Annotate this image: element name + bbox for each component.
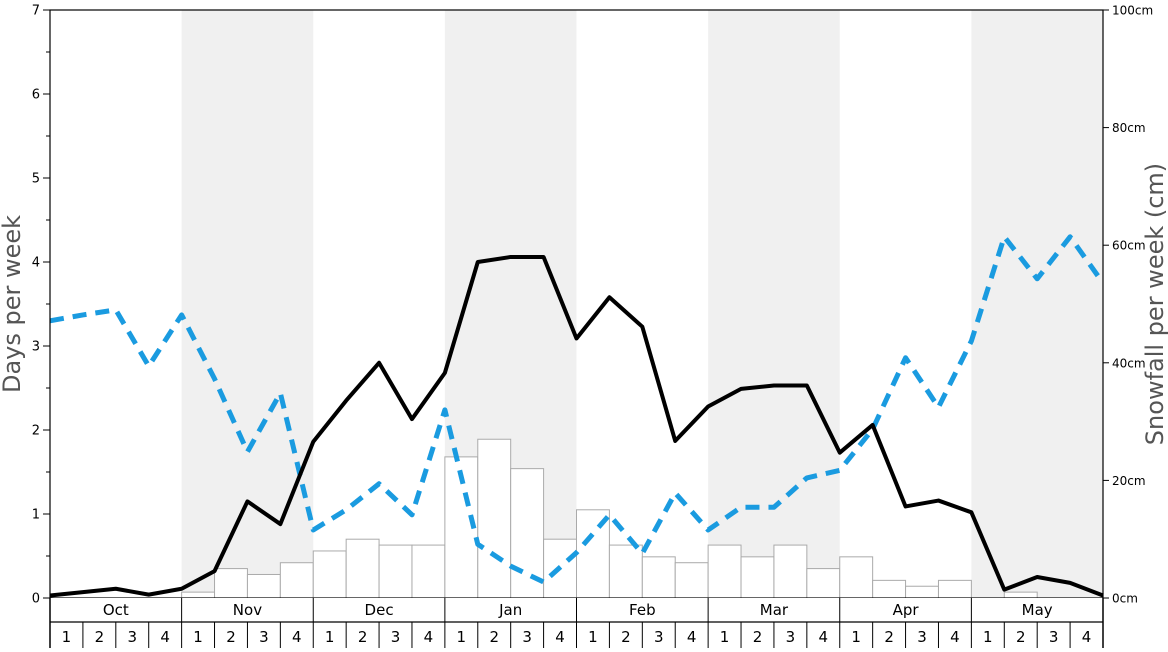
week-label: 1 (325, 628, 335, 646)
right-tick-label: 0cm (1112, 592, 1138, 606)
week-label: 1 (193, 628, 203, 646)
left-tick-label: 7 (32, 4, 40, 19)
snowfall-bar (674, 562, 709, 599)
snowfall-bar (641, 556, 676, 599)
week-label: 3 (786, 628, 796, 646)
week-label: 1 (983, 628, 993, 646)
snowfall-bar (411, 544, 446, 599)
right-tick-label: 40cm (1112, 356, 1146, 370)
month-bands (181, 10, 1103, 598)
snowfall-bar (214, 568, 248, 599)
week-label: 4 (160, 628, 170, 646)
week-label: 4 (687, 628, 697, 646)
snowfall-bar (510, 468, 545, 599)
week-label: 1 (588, 628, 598, 646)
week-label: 3 (654, 628, 664, 646)
week-label: 3 (391, 628, 401, 646)
snowfall-bar (740, 556, 775, 599)
snowfall-bar (1003, 591, 1038, 599)
snowfall-bar (246, 573, 281, 599)
left-axis-title: Days per week (0, 215, 26, 393)
axes (43, 9, 1109, 648)
snowfall-bar (806, 568, 841, 599)
snowfall-bar (937, 579, 972, 599)
week-label: 4 (1082, 628, 1092, 646)
lines (49, 234, 1106, 598)
right-tick-label: 100cm (1112, 4, 1153, 18)
month-band-shade (181, 10, 314, 598)
black-line (49, 254, 1104, 598)
snowfall-bar (872, 579, 907, 599)
snowfall-bar (839, 556, 874, 599)
month-label: Feb (629, 601, 656, 619)
week-label: 2 (358, 628, 368, 646)
month-label: May (1022, 601, 1053, 619)
month-label: Nov (233, 601, 262, 619)
month-band-shade (708, 10, 840, 598)
snowfall-bar (312, 550, 347, 599)
right-axis-title: Snowfall per week (cm) (1141, 163, 1168, 445)
month-label: Jan (498, 601, 522, 619)
snowfall-bar (181, 591, 216, 599)
snowfall-bar (707, 544, 742, 599)
week-label: 2 (226, 628, 236, 646)
snowfall-bar (477, 438, 512, 599)
left-tick-label: 4 (32, 256, 40, 271)
left-tick-label: 6 (32, 88, 40, 103)
right-tick-label: 80cm (1112, 121, 1146, 135)
left-tick-label: 2 (32, 424, 40, 439)
week-label: 2 (753, 628, 763, 646)
month-label: Apr (893, 601, 920, 619)
week-label: 1 (851, 628, 861, 646)
left-tick-label: 1 (32, 508, 40, 523)
week-label: 4 (555, 628, 565, 646)
week-label: 3 (917, 628, 927, 646)
month-label: Oct (103, 601, 129, 619)
week-label: 1 (62, 628, 72, 646)
blue-dashed-line (49, 234, 1106, 585)
week-label: 2 (884, 628, 894, 646)
month-label: Dec (365, 601, 394, 619)
week-label: 4 (424, 628, 434, 646)
week-label: 4 (950, 628, 960, 646)
snowfall-bar (608, 544, 643, 599)
week-label: 3 (259, 628, 269, 646)
week-label: 3 (127, 628, 137, 646)
week-label: 1 (457, 628, 467, 646)
snowfall-bar (773, 544, 808, 599)
week-label: 3 (522, 628, 532, 646)
left-tick-label: 0 (32, 592, 40, 607)
week-label: 2 (1016, 628, 1026, 646)
week-label: 2 (621, 628, 631, 646)
snowfall-bar (905, 585, 939, 599)
snowfall-bar (378, 544, 413, 599)
week-label: 2 (95, 628, 105, 646)
week-label: 4 (292, 628, 302, 646)
snowfall-bar (279, 562, 314, 599)
right-tick-label: 60cm (1112, 239, 1146, 253)
left-tick-label: 5 (32, 172, 40, 187)
week-label: 2 (489, 628, 499, 646)
month-band-shade (971, 10, 1103, 598)
snowfall-bar (345, 538, 380, 599)
week-label: 3 (1049, 628, 1059, 646)
month-label: Mar (760, 601, 789, 619)
week-label: 4 (819, 628, 829, 646)
week-label: 1 (720, 628, 730, 646)
right-tick-label: 20cm (1112, 474, 1146, 488)
labels: 0 1 2 3 4 5 6 7 0cm 20cm 40cm 60cm 80cm 100cm Days per… (0, 4, 1168, 647)
snowfall-bars (181, 438, 1038, 599)
left-tick-label: 3 (32, 340, 40, 355)
